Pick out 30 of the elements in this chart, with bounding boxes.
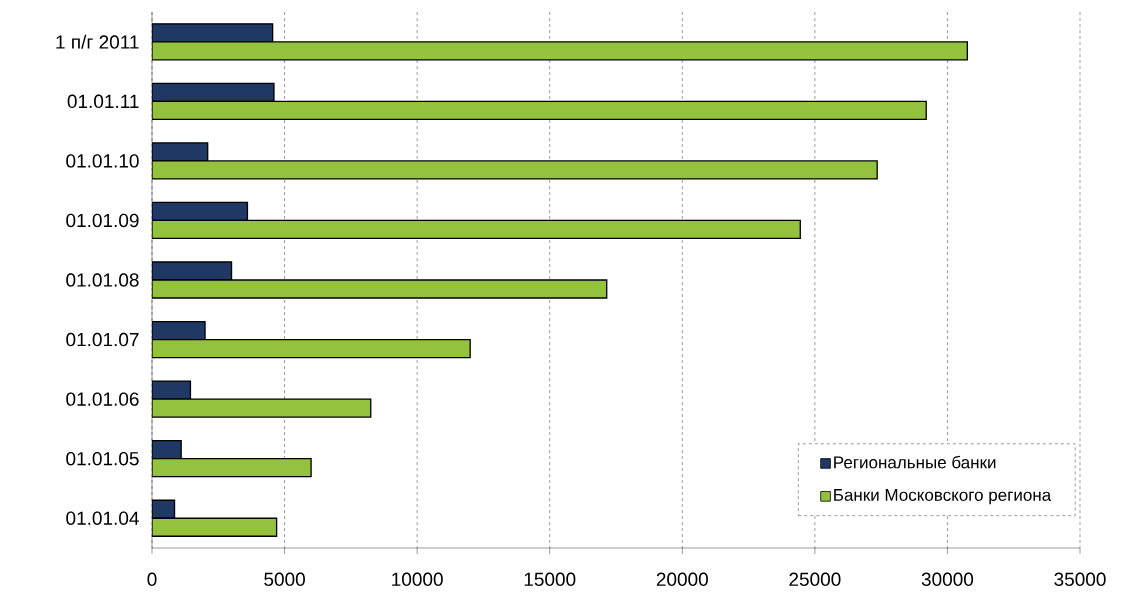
y-tick-label: 01.01.07 bbox=[66, 332, 139, 347]
x-tick-label: 15000 bbox=[524, 572, 576, 586]
bar bbox=[152, 23, 274, 43]
legend-label: Банки Московского региона bbox=[834, 489, 1052, 505]
y-tick-label: 01.01.10 bbox=[66, 154, 139, 168]
bar bbox=[152, 201, 249, 222]
bar bbox=[152, 458, 312, 478]
y-tick-label: 01.01.11 bbox=[67, 94, 139, 109]
y-tick-label: 01.01.05 bbox=[66, 451, 139, 466]
y-tick-label: 1 п/г 2011 bbox=[56, 34, 139, 49]
bar bbox=[152, 41, 968, 61]
y-tick-label: 01.01.04 bbox=[66, 511, 139, 525]
y-tick-label: 01.01.06 bbox=[66, 392, 139, 406]
bar bbox=[152, 517, 278, 537]
x-tick-label: 25000 bbox=[789, 572, 841, 586]
bar bbox=[152, 338, 471, 359]
y-tick-label: 01.01.09 bbox=[66, 213, 139, 228]
bar bbox=[152, 100, 927, 120]
x-tick-label: 30000 bbox=[921, 572, 974, 586]
y-tick-label: 01.01.08 bbox=[66, 273, 139, 287]
x-tick-label: 5000 bbox=[264, 572, 305, 586]
legend-label: Региональные банки bbox=[834, 455, 996, 469]
x-tick-label: 10000 bbox=[392, 572, 443, 586]
bar bbox=[152, 82, 275, 102]
bar bbox=[152, 440, 182, 460]
x-tick-label: 35000 bbox=[1054, 572, 1106, 586]
bar bbox=[152, 320, 206, 341]
x-tick-label: 20000 bbox=[656, 572, 708, 586]
bar bbox=[152, 219, 801, 240]
x-tick-label: 0 bbox=[147, 572, 157, 586]
